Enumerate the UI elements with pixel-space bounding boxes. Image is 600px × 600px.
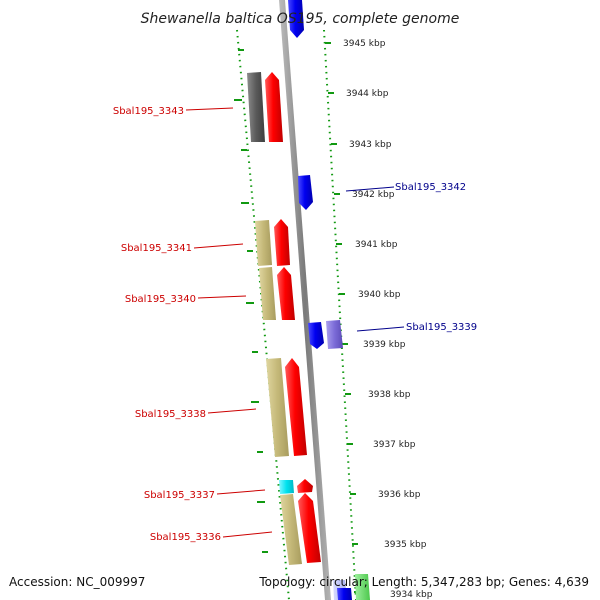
scale-label: 3945 kbp (343, 39, 386, 49)
scale-label: 3934 kbp (390, 590, 433, 600)
gene-label-sbal195-3338: Sbal195_3338 (135, 409, 206, 420)
gene-sbal195-3336-tan (280, 494, 302, 565)
gene-label-sbal195-3340: Sbal195_3340 (125, 294, 196, 305)
gene-label-sbal195-3343: Sbal195_3343 (113, 106, 184, 117)
scale-labels: 3945 kbp 3944 kbp 3943 kbp 3942 kbp 3941… (343, 39, 433, 600)
genome-backbone (279, 0, 331, 600)
gene-blue-top (288, 0, 304, 38)
outer-tick-marks (325, 42, 360, 593)
gene-labels: Sbal195_3343 Sbal195_3342 Sbal195_3341 S… (113, 106, 477, 543)
gene-sbal195-3338 (285, 358, 307, 456)
scale-label: 3941 kbp (355, 240, 398, 250)
scale-label: 3938 kbp (368, 390, 411, 400)
gene-sbal195-3337 (297, 479, 313, 493)
scale-label: 3937 kbp (373, 440, 416, 450)
gene-label-sbal195-3341: Sbal195_3341 (121, 243, 192, 254)
gene-sbal195-3338-tan (266, 358, 289, 457)
genome-info-label: Topology: circular; Length: 5,347,283 bp… (258, 575, 589, 589)
gene-sbal195-3339-partner (326, 320, 343, 349)
inner-tick-marks (234, 49, 268, 553)
accession-label: Accession: NC_009997 (9, 575, 145, 589)
gene-sbal195-3337-cyan (279, 480, 294, 494)
gene-sbal195-3336 (298, 493, 321, 563)
forward-strand-genes (247, 72, 321, 565)
scale-label: 3940 kbp (358, 290, 401, 300)
map-title: Shewanella baltica OS195, complete genom… (141, 11, 460, 27)
gene-sbal195-3343-gray (247, 72, 265, 142)
gene-sbal195-3342 (298, 175, 313, 210)
gene-label-sbal195-3336: Sbal195_3336 (150, 532, 221, 543)
gene-sbal195-3340 (277, 267, 295, 320)
scale-label: 3935 kbp (384, 540, 427, 550)
scale-label: 3943 kbp (349, 140, 392, 150)
gene-label-sbal195-3337: Sbal195_3337 (144, 490, 215, 501)
gene-label-sbal195-3339: Sbal195_3339 (406, 322, 477, 333)
reverse-strand-genes (288, 0, 370, 600)
genome-band (238, 0, 355, 600)
gene-sbal195-3340-tan (259, 267, 276, 320)
gene-sbal195-3339 (308, 322, 324, 349)
gene-sbal195-3341-tan (255, 220, 272, 266)
gene-sbal195-3343 (265, 72, 283, 142)
gene-sbal195-3341 (274, 219, 290, 266)
gene-label-sbal195-3342: Sbal195_3342 (395, 182, 466, 193)
label-leader-lines (185, 107, 405, 538)
scale-label: 3939 kbp (363, 340, 406, 350)
scale-label: 3944 kbp (346, 89, 389, 99)
scale-label: 3942 kbp (352, 190, 395, 200)
gene-blue-bottom (337, 588, 352, 600)
scale-label: 3936 kbp (378, 490, 421, 500)
gene-green-bottom (355, 574, 370, 600)
